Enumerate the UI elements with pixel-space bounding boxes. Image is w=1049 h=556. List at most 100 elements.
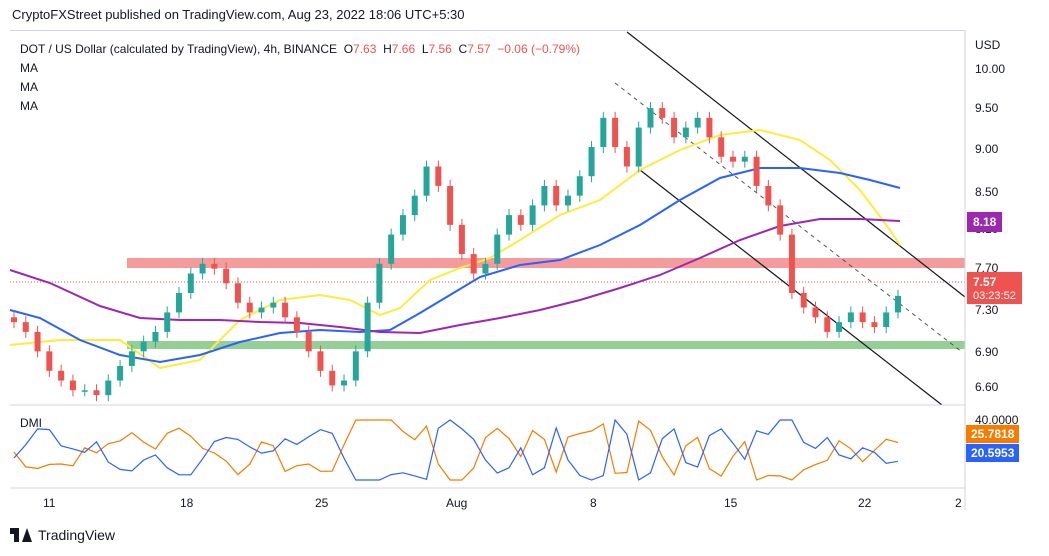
candle[interactable]: [46, 351, 53, 371]
candle[interactable]: [741, 156, 748, 162]
bar-countdown: 03:23:52: [973, 290, 1016, 302]
price-tick: 10.00: [975, 62, 1005, 76]
dmi-legend[interactable]: DMI: [20, 414, 42, 433]
candle[interactable]: [187, 273, 194, 293]
price-tick: 7.30: [975, 303, 999, 317]
candle[interactable]: [423, 166, 430, 196]
candle[interactable]: [529, 205, 536, 225]
candle[interactable]: [623, 147, 630, 167]
dmi-minus-line: [13, 418, 899, 481]
time-tick: 18: [180, 496, 194, 510]
candle[interactable]: [600, 117, 607, 148]
channel-upper-line[interactable]: [626, 31, 966, 298]
time-tick: Aug: [446, 496, 467, 510]
candle[interactable]: [777, 205, 784, 235]
footer-brand[interactable]: TradingView: [10, 527, 115, 543]
candle[interactable]: [564, 195, 571, 206]
candle[interactable]: [659, 108, 666, 118]
candle[interactable]: [859, 312, 866, 323]
candle[interactable]: [399, 215, 406, 235]
candle[interactable]: [847, 312, 854, 323]
candle[interactable]: [329, 370, 336, 386]
candle[interactable]: [612, 117, 619, 148]
chart-frame[interactable]: [10, 30, 965, 488]
candle[interactable]: [81, 390, 88, 392]
ma-indicator-2[interactable]: MA: [20, 80, 38, 94]
dmi-tick: 40.0000: [975, 413, 1019, 427]
candle[interactable]: [494, 234, 501, 264]
candle[interactable]: [34, 331, 41, 352]
candle[interactable]: [105, 380, 112, 396]
ma-indicator-1[interactable]: MA: [20, 61, 38, 75]
candle[interactable]: [293, 317, 300, 332]
candle[interactable]: [458, 224, 465, 255]
candlestick-series[interactable]: [11, 102, 901, 402]
candle[interactable]: [729, 156, 736, 162]
candle[interactable]: [317, 351, 324, 371]
candle[interactable]: [282, 302, 289, 318]
dmi-label[interactable]: DMI: [20, 416, 42, 430]
candle[interactable]: [541, 185, 548, 206]
dmi-plus-line: [13, 419, 899, 481]
candle[interactable]: [871, 322, 878, 328]
candle[interactable]: [470, 254, 477, 274]
candle[interactable]: [258, 307, 265, 313]
candle[interactable]: [199, 263, 206, 274]
candle[interactable]: [270, 302, 277, 308]
candle[interactable]: [128, 351, 135, 366]
candle[interactable]: [246, 302, 253, 313]
candle[interactable]: [588, 147, 595, 177]
candle[interactable]: [388, 234, 395, 264]
candle[interactable]: [11, 317, 17, 323]
price-tick: 9.50: [975, 101, 999, 115]
candle[interactable]: [223, 268, 230, 284]
candle[interactable]: [765, 185, 772, 206]
candle[interactable]: [58, 370, 65, 381]
candle[interactable]: [69, 380, 76, 391]
candle[interactable]: [706, 117, 713, 138]
candle[interactable]: [824, 317, 831, 332]
candle[interactable]: [517, 215, 524, 225]
candle[interactable]: [211, 263, 218, 269]
candle[interactable]: [883, 312, 890, 328]
candle[interactable]: [176, 292, 183, 313]
ma-indicator-3[interactable]: MA: [20, 99, 38, 113]
candle[interactable]: [647, 108, 654, 128]
candle[interactable]: [482, 263, 489, 274]
candle[interactable]: [22, 322, 29, 332]
candle[interactable]: [800, 292, 807, 308]
candle[interactable]: [117, 365, 124, 381]
candle[interactable]: [435, 166, 442, 186]
candle[interactable]: [753, 156, 760, 186]
candle[interactable]: [140, 341, 147, 352]
symbol-title[interactable]: DOT / US Dollar (calculated by TradingVi…: [20, 42, 338, 56]
candle[interactable]: [671, 117, 678, 138]
candle[interactable]: [234, 283, 241, 303]
candle[interactable]: [305, 331, 312, 352]
candle[interactable]: [411, 195, 418, 216]
candle[interactable]: [341, 380, 348, 386]
candle[interactable]: [506, 215, 513, 235]
candle[interactable]: [364, 302, 371, 352]
candle[interactable]: [895, 295, 901, 313]
candle[interactable]: [788, 234, 795, 293]
candle[interactable]: [812, 307, 819, 318]
channel-mid-line[interactable]: [614, 82, 963, 353]
candle[interactable]: [718, 137, 725, 157]
candle[interactable]: [164, 312, 171, 332]
tradingview-logo-icon: [10, 528, 32, 542]
ma-mid-line: [9, 167, 901, 364]
candle[interactable]: [447, 185, 454, 225]
axis-currency: USD: [975, 38, 1001, 52]
candle[interactable]: [376, 263, 383, 303]
candle[interactable]: [93, 390, 100, 396]
candle[interactable]: [836, 322, 843, 332]
candle[interactable]: [152, 331, 159, 342]
candle[interactable]: [694, 117, 701, 128]
candle[interactable]: [576, 176, 583, 196]
candle[interactable]: [352, 351, 359, 381]
candle[interactable]: [682, 127, 689, 138]
candle[interactable]: [553, 185, 560, 206]
candle[interactable]: [635, 127, 642, 167]
